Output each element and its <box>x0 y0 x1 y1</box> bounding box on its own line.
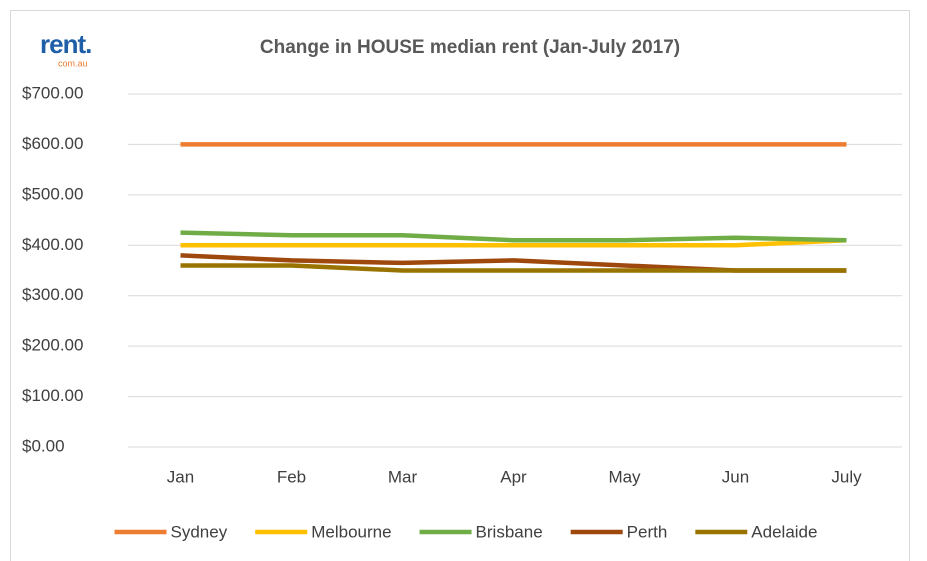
y-tick-label: $0.00 <box>22 436 65 455</box>
y-tick-label: $400.00 <box>22 235 83 254</box>
legend-label: Brisbane <box>476 522 543 541</box>
y-tick-label: $700.00 <box>22 83 83 102</box>
chart-frame <box>10 10 910 561</box>
chart-title: Change in HOUSE median rent (Jan-July 20… <box>260 37 680 58</box>
legend-label: Adelaide <box>751 522 817 541</box>
y-tick-label: $500.00 <box>22 184 83 203</box>
legend-label: Perth <box>627 522 668 541</box>
series-line <box>180 237 847 248</box>
x-tick-label: Jan <box>167 467 194 486</box>
x-tick-label: May <box>608 467 641 486</box>
y-tick-label: $200.00 <box>22 336 83 355</box>
x-tick-label: Mar <box>388 467 418 486</box>
series-line <box>180 263 847 273</box>
x-tick-label: Apr <box>500 467 527 486</box>
x-tick-label: July <box>831 467 862 486</box>
y-tick-label: $100.00 <box>22 386 83 405</box>
logo: rent. <box>40 29 91 59</box>
y-tick-label: $300.00 <box>22 285 83 304</box>
legend-label: Sydney <box>171 522 228 541</box>
legend-label: Melbourne <box>311 522 391 541</box>
x-tick-label: Jun <box>722 467 749 486</box>
x-tick-label: Feb <box>277 467 306 486</box>
y-tick-label: $600.00 <box>22 134 83 153</box>
series-line <box>180 230 847 243</box>
logo-sub: com.au <box>58 58 88 68</box>
